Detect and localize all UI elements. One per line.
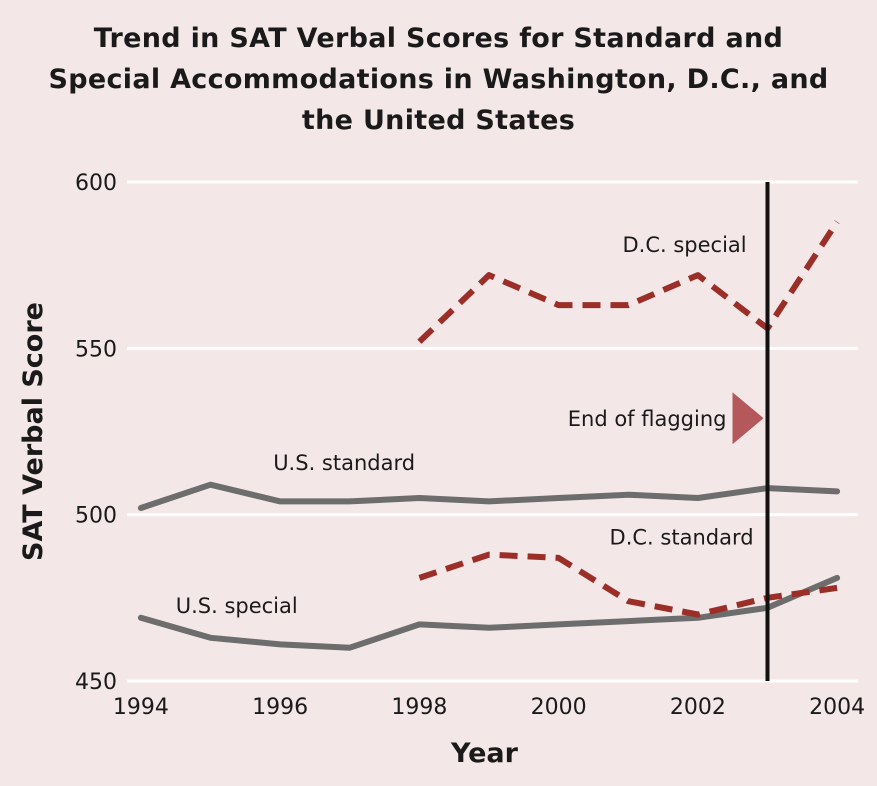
- series-label-d-c-standard: D.C. standard: [610, 526, 754, 550]
- end-of-flagging-label: End of flagging: [568, 407, 727, 431]
- y-tick-label-600: 600: [75, 171, 117, 196]
- series-label-u-s-special: U.S. special: [176, 594, 298, 618]
- x-tick-label-2000: 2000: [531, 695, 587, 720]
- x-axis-title: Year: [450, 738, 519, 769]
- series-label-d-c-special: D.C. special: [622, 233, 746, 257]
- chart-title-line-3: the United States: [301, 105, 576, 136]
- chart-title-line-1: Trend in SAT Verbal Scores for Standard …: [93, 23, 784, 54]
- chart-title: Trend in SAT Verbal Scores for Standard …: [0, 18, 877, 141]
- x-tick-label-1996: 1996: [252, 695, 308, 720]
- chart-title-line-2: Special Accommodations in Washington, D.…: [48, 64, 829, 95]
- series-label-u-s-standard: U.S. standard: [273, 451, 415, 475]
- x-tick-label-2002: 2002: [670, 695, 726, 720]
- series-line-u-s-special: [137, 574, 841, 651]
- series-line-u-s-standard: [137, 481, 841, 511]
- y-tick-label-500: 500: [75, 504, 117, 529]
- end-of-flagging-arrow: [732, 392, 764, 445]
- x-tick-label-1994: 1994: [113, 695, 169, 720]
- y-tick-label-550: 550: [75, 337, 117, 362]
- x-tick-label-1998: 1998: [391, 695, 447, 720]
- y-tick-label-450: 450: [75, 670, 117, 695]
- x-tick-label-2004: 2004: [809, 695, 865, 720]
- y-axis-title: SAT Verbal Score: [18, 302, 49, 561]
